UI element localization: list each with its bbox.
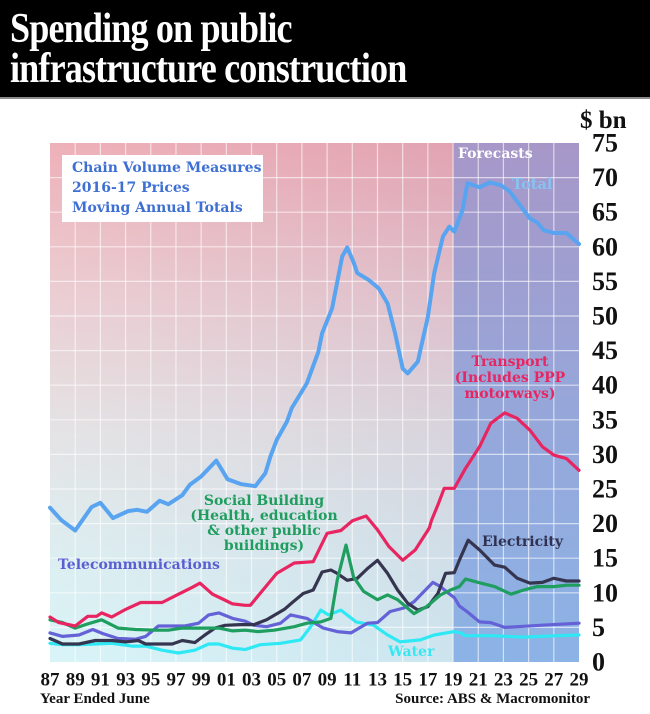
y-tick-label: 10 xyxy=(592,578,618,607)
series-label-total-line: Total xyxy=(512,176,553,193)
series-line-telecommunications xyxy=(48,580,581,641)
x-tick-label: 13 xyxy=(368,670,387,691)
series-label-social-line-4: buildings) xyxy=(223,538,305,554)
y-tick-label: 60 xyxy=(592,232,618,261)
x-tick-label: 21 xyxy=(469,670,488,691)
x-tick-label: 99 xyxy=(192,670,211,691)
y-tick-label: 35 xyxy=(592,405,618,434)
y-tick-label: 50 xyxy=(592,302,618,331)
x-tick-label: 89 xyxy=(66,670,85,691)
series-line-electricity xyxy=(48,538,581,646)
y-tick-label: 15 xyxy=(592,544,618,573)
note-line-3: Moving Annual Totals xyxy=(72,200,243,216)
y-tick-label: 55 xyxy=(592,267,618,296)
series-label-water-line: Water xyxy=(388,644,435,660)
series-lines xyxy=(48,180,581,655)
series-label-transport: Transport (Includes PPP motorways) xyxy=(445,354,575,402)
x-tick-label: 01 xyxy=(217,670,236,691)
x-tick-label: 03 xyxy=(242,670,261,691)
y-axis-unit-label: $ bn xyxy=(580,107,627,134)
y-tick-label: 25 xyxy=(592,475,618,504)
series-line-water xyxy=(48,608,581,655)
forecast-region xyxy=(453,143,579,662)
y-tick-label: 70 xyxy=(592,163,618,192)
x-axis-title: Year Ended June xyxy=(40,691,150,707)
chart-title: Spending on public infrastructure constr… xyxy=(10,6,471,92)
y-tick-label: 5 xyxy=(592,613,605,642)
y-tick-label: 30 xyxy=(592,440,618,469)
series-label-transport-line-2: (Includes PPP xyxy=(454,370,566,386)
x-tick-label: 09 xyxy=(318,670,337,691)
y-tick-label: 75 xyxy=(592,129,618,158)
note-line-1: Chain Volume Measures xyxy=(72,160,262,176)
x-tick-label: 07 xyxy=(292,670,312,691)
series-label-transport-line-3: motorways) xyxy=(464,386,556,402)
x-tick-label: 27 xyxy=(544,670,564,691)
x-tick-label: 95 xyxy=(141,670,160,691)
x-tick-label: 91 xyxy=(91,670,110,691)
series-line-social-building xyxy=(48,543,581,634)
y-tick-label: 0 xyxy=(592,648,605,677)
y-tick-label: 20 xyxy=(592,509,618,538)
series-line-transport xyxy=(48,411,581,628)
note-line-2: 2016-17 Prices xyxy=(72,180,190,196)
y-tick-label: 45 xyxy=(592,336,618,365)
series-label-electricity: Electricity xyxy=(482,534,563,550)
forecasts-label: Forecasts xyxy=(458,146,533,162)
series-label-social-line-3: & other public xyxy=(207,523,321,539)
series-label-telecommunications: Telecommunications xyxy=(58,557,220,573)
measure-note-box: Chain Volume Measures 2016-17 Prices Mov… xyxy=(62,155,263,222)
x-tick-label: 11 xyxy=(343,670,361,691)
x-tick-label: 29 xyxy=(570,670,589,691)
x-tick-label: 05 xyxy=(267,670,286,691)
plot-area xyxy=(50,143,579,662)
title-line-1: Spending on public xyxy=(10,6,293,52)
x-tick-label: 17 xyxy=(418,670,438,691)
series-label-social-line-2: (Health, education xyxy=(190,508,338,524)
series-label-electricity-line: Electricity xyxy=(482,534,564,550)
x-tick-label: 23 xyxy=(494,670,513,691)
x-tick-label: 97 xyxy=(166,670,186,691)
x-tick-label: 15 xyxy=(393,670,412,691)
series-line-total xyxy=(48,180,581,533)
title-line-2: infrastructure construction xyxy=(10,46,407,92)
series-label-social-line-1: Social Building xyxy=(203,493,325,509)
series-label-transport-line-1: Transport xyxy=(471,354,549,370)
x-tick-label: 93 xyxy=(116,670,135,691)
series-label-water: Water xyxy=(388,644,434,660)
x-tick-label: 25 xyxy=(519,670,538,691)
series-label-total: Total xyxy=(512,177,552,193)
y-tick-label: 65 xyxy=(592,198,618,227)
source-note: Source: ABS & Macromonitor xyxy=(395,691,590,707)
x-tick-label: 87 xyxy=(41,670,61,691)
series-label-telecom-line: Telecommunications xyxy=(58,557,220,573)
series-label-social-building: Social Building (Health, education & oth… xyxy=(184,494,344,554)
y-tick-label: 40 xyxy=(592,371,618,400)
title-bar: Spending on public infrastructure constr… xyxy=(0,0,650,99)
x-tick-label: 19 xyxy=(444,670,463,691)
